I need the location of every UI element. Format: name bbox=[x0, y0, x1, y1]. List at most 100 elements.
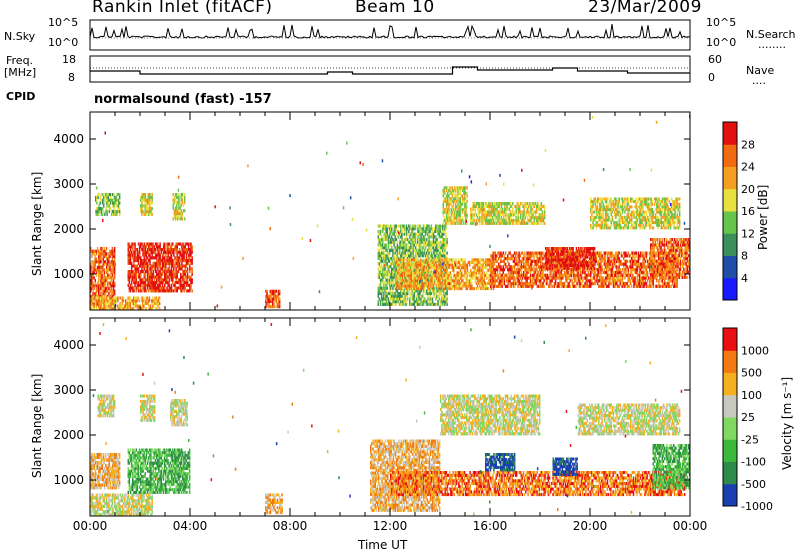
data-cell bbox=[395, 294, 398, 298]
data-cell bbox=[392, 302, 394, 306]
data-cell bbox=[489, 218, 491, 223]
data-cell bbox=[141, 270, 143, 274]
data-cell bbox=[403, 297, 405, 301]
data-cell bbox=[413, 276, 415, 280]
data-cell bbox=[482, 279, 484, 283]
data-cell bbox=[431, 260, 433, 264]
data-cell bbox=[391, 259, 393, 263]
data-cell bbox=[493, 221, 496, 225]
data-cell bbox=[479, 263, 481, 267]
data-cell bbox=[512, 273, 515, 277]
data-cell bbox=[448, 284, 450, 288]
data-cell bbox=[382, 300, 384, 304]
data-cell bbox=[143, 299, 145, 303]
data-cell bbox=[110, 292, 112, 296]
data-cell bbox=[473, 202, 475, 206]
data-cell bbox=[431, 279, 433, 283]
data-cell bbox=[451, 186, 454, 190]
data-cell bbox=[447, 189, 449, 193]
data-cell bbox=[432, 284, 434, 288]
data-cell bbox=[450, 258, 453, 262]
data-cell bbox=[178, 267, 181, 271]
data-cell bbox=[153, 304, 155, 308]
data-cell bbox=[405, 229, 408, 233]
data-cell bbox=[389, 297, 392, 301]
data-cell bbox=[104, 252, 107, 256]
data-cell bbox=[108, 252, 110, 256]
data-cell bbox=[523, 270, 525, 275]
data-cell bbox=[459, 216, 461, 220]
data-cell bbox=[435, 248, 437, 252]
data-cell bbox=[405, 248, 408, 252]
data-cell bbox=[159, 281, 161, 285]
data-cell bbox=[100, 299, 102, 303]
data-cell bbox=[172, 201, 174, 205]
data-cell bbox=[406, 229, 409, 233]
data-cell bbox=[173, 270, 175, 274]
data-cell bbox=[113, 289, 116, 293]
data-cell bbox=[527, 257, 529, 261]
data-cell bbox=[435, 266, 438, 270]
data-cell bbox=[424, 302, 427, 306]
data-cell bbox=[424, 292, 427, 296]
data-cell bbox=[172, 272, 174, 276]
data-cell bbox=[103, 209, 105, 214]
data-cell bbox=[104, 284, 107, 288]
data-cell bbox=[389, 229, 392, 233]
data-cell bbox=[529, 221, 531, 225]
data-cell bbox=[524, 204, 526, 208]
data-cell bbox=[392, 273, 394, 277]
data-cell bbox=[113, 273, 116, 277]
data-cell bbox=[448, 266, 450, 270]
data-cell bbox=[116, 198, 119, 202]
data-cell bbox=[525, 273, 527, 277]
data-cell bbox=[428, 289, 430, 293]
data-cell bbox=[138, 272, 141, 276]
data-cell bbox=[101, 193, 104, 197]
nsearch-tick-bottom: 10^0 bbox=[706, 36, 737, 49]
data-cell bbox=[522, 202, 524, 206]
data-cell bbox=[146, 193, 149, 197]
data-cell bbox=[466, 271, 469, 275]
data-cell bbox=[96, 289, 99, 293]
data-cell bbox=[455, 260, 457, 264]
data-cell bbox=[111, 270, 114, 274]
data-cell bbox=[409, 254, 411, 258]
data-cell bbox=[501, 207, 504, 211]
data-cell bbox=[158, 256, 160, 260]
data-cell bbox=[458, 274, 461, 277]
data-cell bbox=[502, 270, 504, 275]
data-cell bbox=[420, 300, 422, 304]
nave-legend: .... bbox=[752, 74, 766, 87]
data-cell bbox=[498, 202, 500, 206]
data-cell bbox=[470, 207, 472, 211]
data-cell bbox=[481, 276, 483, 280]
data-cell bbox=[382, 275, 384, 279]
data-cell bbox=[104, 276, 107, 280]
data-cell bbox=[98, 294, 100, 298]
data-cell bbox=[523, 282, 525, 286]
data-cell bbox=[444, 243, 446, 247]
data-cell bbox=[459, 205, 461, 209]
data-cell bbox=[537, 259, 540, 263]
data-cell bbox=[169, 253, 172, 257]
data-cell bbox=[132, 270, 134, 274]
data-cell bbox=[90, 247, 92, 251]
data-cell bbox=[493, 270, 495, 275]
data-cell bbox=[384, 259, 386, 263]
data-cell bbox=[463, 208, 465, 212]
data-cell bbox=[140, 299, 143, 303]
data-cell bbox=[459, 189, 461, 193]
data-cell bbox=[268, 294, 271, 298]
data-cell bbox=[135, 289, 137, 293]
data-cell bbox=[476, 268, 479, 272]
data-cell bbox=[432, 292, 435, 296]
data-cell bbox=[270, 300, 273, 303]
data-cell bbox=[526, 279, 528, 283]
data-cell bbox=[476, 202, 479, 206]
data-cell bbox=[434, 248, 436, 252]
data-cell bbox=[526, 221, 529, 225]
data-cell bbox=[535, 276, 537, 280]
data-cell bbox=[96, 195, 98, 199]
data-cell bbox=[421, 276, 423, 280]
